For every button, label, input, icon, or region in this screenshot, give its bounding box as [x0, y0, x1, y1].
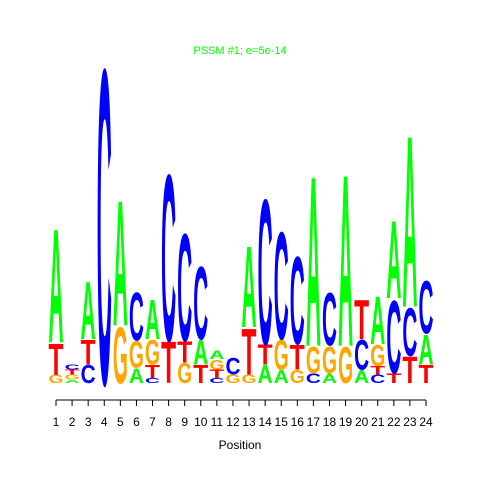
- logo-letter: G: [209, 357, 224, 373]
- logo-letter: G: [113, 311, 128, 400]
- logo-letter: G: [306, 340, 321, 382]
- logo-letter: A: [242, 223, 257, 352]
- x-axis-label: Position: [219, 438, 262, 452]
- logo-letter: A: [258, 360, 273, 389]
- logo-letter: T: [258, 339, 273, 371]
- logo-letter: C: [386, 278, 401, 394]
- x-tick-label: 17: [307, 415, 321, 429]
- logo-letter: C: [129, 278, 144, 355]
- x-tick-label: 20: [355, 415, 369, 429]
- logo-letter: C: [81, 360, 96, 389]
- logo-letter: A: [386, 198, 401, 322]
- x-tick-label: 11: [211, 415, 224, 429]
- logo-letter: C: [274, 201, 289, 372]
- logo-letter: T: [290, 338, 305, 378]
- logo-letter: T: [209, 368, 224, 381]
- logo-letter: G: [338, 338, 353, 395]
- chart-title: PSSM #1; e=5e-14: [193, 45, 286, 57]
- x-tick-label: 15: [275, 415, 289, 429]
- logo-letter: A: [402, 84, 417, 359]
- x-tick-label: 14: [258, 415, 272, 429]
- logo-letter: T: [145, 361, 161, 383]
- logo-letter: G: [65, 374, 80, 382]
- logo-letter: G: [370, 340, 385, 374]
- logo-letter: C: [145, 377, 160, 385]
- logo-letter: A: [370, 282, 385, 359]
- x-tick-label: 16: [291, 415, 305, 429]
- x-tick-label: 10: [194, 415, 208, 429]
- logo-letter: T: [354, 288, 369, 352]
- logo-letter: G: [242, 373, 257, 386]
- logo-letter: A: [419, 327, 434, 374]
- logo-letter: C: [258, 157, 273, 389]
- x-tick-label: 23: [403, 415, 417, 429]
- x-tick-label: 3: [85, 415, 92, 429]
- logo-letter: C: [419, 266, 434, 351]
- logo-letter: A: [193, 334, 208, 373]
- logo-letter: A: [338, 123, 353, 398]
- logo-letter: A: [129, 365, 144, 388]
- logo-letter: G: [129, 335, 144, 377]
- logo-letter: C: [354, 333, 369, 380]
- x-tick-label: 18: [323, 415, 337, 429]
- logo-letter: G: [145, 333, 160, 373]
- logo-letter: A: [49, 195, 64, 377]
- logo-letter: A: [113, 164, 128, 365]
- logo-letter: C: [322, 277, 337, 362]
- logo-letter: A: [322, 370, 337, 386]
- logo-letter: T: [386, 371, 402, 387]
- logo-letter: T: [402, 349, 417, 392]
- logo-letter: C: [290, 232, 305, 372]
- logo-letter: G: [274, 331, 289, 379]
- logo-letter: T: [419, 360, 435, 389]
- logo-letter: C: [402, 294, 417, 371]
- x-tick-label: 13: [242, 415, 256, 429]
- x-tick-label: 1: [53, 415, 60, 429]
- logo-letter: T: [242, 315, 257, 389]
- x-tick-label: 12: [226, 415, 240, 429]
- logo-letter: T: [161, 329, 176, 396]
- logo-letter: T: [370, 365, 385, 378]
- logo-letter: C: [193, 244, 208, 360]
- logo-letter: C: [65, 363, 80, 371]
- logo-letter: T: [193, 360, 209, 389]
- logo-letter: A: [274, 367, 289, 388]
- logo-letter: G: [49, 373, 64, 386]
- logo-letter: C: [97, 0, 112, 479]
- logo-letter: C: [306, 370, 321, 386]
- x-tick-label: 5: [117, 415, 124, 429]
- logo-letter: A: [65, 379, 80, 384]
- logo-letter: C: [370, 373, 385, 386]
- x-tick-label: 19: [339, 415, 353, 429]
- logo-letter: G: [177, 358, 192, 390]
- x-tick-label: 8: [165, 415, 172, 429]
- x-tick-label: 2: [69, 415, 76, 429]
- x-tick-label: 4: [101, 415, 108, 429]
- logo-letter: T: [177, 335, 192, 369]
- logo-letter: T: [49, 334, 64, 385]
- logo-letter: A: [145, 288, 160, 352]
- x-tick-label: 6: [133, 415, 140, 429]
- x-tick-label: 24: [419, 415, 433, 429]
- logo-letter: A: [209, 349, 224, 362]
- logo-letter: G: [225, 373, 240, 386]
- logo-letter: T: [81, 333, 96, 373]
- logo-letter: T: [65, 368, 80, 376]
- logo-letter: C: [209, 377, 224, 385]
- logo-letter: G: [290, 367, 305, 388]
- x-tick-label: 7: [149, 415, 156, 429]
- logo-letter: G: [322, 340, 337, 382]
- x-tick-label: 21: [371, 415, 385, 429]
- logo-letter: C: [161, 125, 176, 391]
- logo-letter: A: [354, 367, 369, 388]
- logo-letter: A: [81, 263, 96, 356]
- logo-letter: C: [177, 203, 192, 374]
- logo-letter: C: [225, 353, 240, 380]
- x-tick-label: 9: [181, 415, 188, 429]
- logo-letter: A: [306, 126, 321, 398]
- x-tick-label: 22: [387, 415, 401, 429]
